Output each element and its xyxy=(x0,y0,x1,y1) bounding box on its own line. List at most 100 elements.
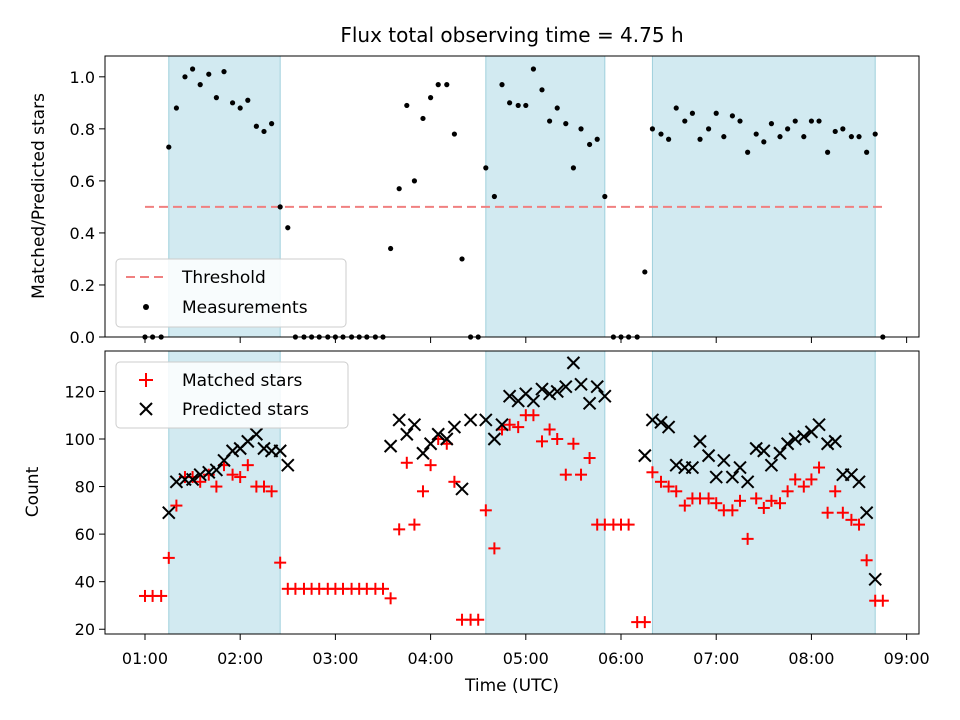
bottom-legend: Matched stars Predicted stars xyxy=(115,361,349,429)
data-point xyxy=(638,448,652,463)
data-point xyxy=(853,518,866,531)
data-point xyxy=(487,432,502,446)
data-point xyxy=(856,134,862,140)
data-point xyxy=(797,429,811,444)
data-point xyxy=(761,139,767,145)
y-tick-label: 60 xyxy=(75,525,95,544)
data-point xyxy=(261,128,267,135)
observing-window-3 xyxy=(651,350,876,635)
x-tick-label: 08:00 xyxy=(788,649,834,668)
data-point xyxy=(693,434,707,449)
data-point xyxy=(209,463,224,477)
data-point xyxy=(507,100,513,106)
series-measurements xyxy=(142,66,886,340)
data-point xyxy=(836,506,849,519)
data-point xyxy=(780,437,795,451)
data-point xyxy=(721,134,727,140)
data-point xyxy=(502,389,517,403)
data-point xyxy=(563,121,569,127)
data-point xyxy=(578,126,584,132)
legend-threshold-label: Threshold xyxy=(181,268,266,288)
data-point xyxy=(169,475,184,489)
data-point xyxy=(551,432,564,445)
data-point xyxy=(400,427,414,441)
data-point xyxy=(237,105,243,111)
data-point xyxy=(162,506,176,520)
data-point xyxy=(249,427,264,441)
data-point xyxy=(393,523,406,536)
data-point xyxy=(229,100,236,106)
data-point xyxy=(431,427,445,441)
data-point xyxy=(193,467,207,482)
data-point xyxy=(376,582,389,595)
data-point xyxy=(685,460,700,475)
data-point xyxy=(661,420,676,434)
data-point xyxy=(182,74,188,80)
data-point xyxy=(777,134,783,140)
data-point xyxy=(499,82,505,88)
data-point xyxy=(574,377,588,392)
y-tick-label: 0.4 xyxy=(70,224,95,243)
data-point xyxy=(491,193,497,200)
data-point xyxy=(586,141,593,148)
data-point xyxy=(226,468,239,481)
data-point xyxy=(388,245,394,252)
data-point xyxy=(274,556,287,569)
data-point xyxy=(649,126,656,132)
data-point xyxy=(757,444,771,458)
data-point xyxy=(701,448,716,463)
data-point xyxy=(285,225,291,231)
legend-measurements-label: Measurements xyxy=(182,298,308,318)
data-point xyxy=(774,497,787,510)
data-point xyxy=(269,121,275,127)
data-point xyxy=(197,82,203,88)
data-point xyxy=(170,499,183,512)
data-point xyxy=(273,444,287,458)
data-point xyxy=(253,123,259,129)
data-point xyxy=(713,110,719,116)
data-point xyxy=(495,418,509,432)
data-point xyxy=(717,453,731,468)
data-point xyxy=(821,506,834,519)
data-point xyxy=(512,421,525,434)
data-point xyxy=(654,415,668,430)
data-point xyxy=(189,66,196,72)
y-tick-label: 0.2 xyxy=(70,276,95,295)
data-point xyxy=(483,165,489,171)
data-point xyxy=(642,269,648,275)
data-point xyxy=(859,506,874,520)
x-tick-label: 04:00 xyxy=(408,649,454,668)
data-point xyxy=(173,105,180,111)
data-point xyxy=(582,396,597,411)
data-point xyxy=(832,128,838,135)
data-point xyxy=(392,413,406,427)
data-point xyxy=(225,444,240,458)
data-point xyxy=(789,473,802,486)
data-point xyxy=(257,441,271,456)
data-point xyxy=(435,82,441,88)
y-tick-label: 0.6 xyxy=(70,172,95,191)
data-point xyxy=(638,616,651,629)
observing-window-2 xyxy=(485,55,606,338)
data-point xyxy=(785,126,791,132)
y-tick-label: 0.0 xyxy=(70,328,95,347)
data-point xyxy=(876,594,889,607)
data-point xyxy=(444,82,450,88)
data-point xyxy=(829,485,842,498)
data-point xyxy=(396,186,402,192)
bottom-panel: 20 40 60 80 100 120 01:00 02:00 03:00 04:00 05:00… xyxy=(23,350,930,696)
data-point xyxy=(523,102,529,109)
data-point xyxy=(539,87,545,93)
data-point xyxy=(566,356,581,370)
data-point xyxy=(845,513,858,526)
data-point xyxy=(527,409,540,422)
x-tick-label: 06:00 xyxy=(598,649,644,668)
data-point xyxy=(594,136,600,142)
bottom-y-axis-label: Count xyxy=(23,466,43,517)
data-point xyxy=(741,532,754,545)
data-point xyxy=(530,66,537,72)
data-point xyxy=(705,126,712,132)
y-tick-label: 120 xyxy=(64,382,95,401)
x-axis-label: Time (UTC) xyxy=(464,676,559,696)
data-point xyxy=(547,118,553,124)
